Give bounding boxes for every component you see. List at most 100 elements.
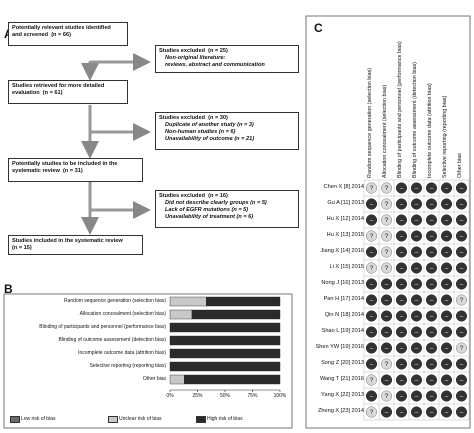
judgement-unclear xyxy=(380,230,393,242)
judgement-high xyxy=(425,374,438,386)
judgement-high xyxy=(395,358,408,370)
judgement-high xyxy=(440,262,453,274)
judgement-high xyxy=(455,326,468,338)
judgement-high xyxy=(440,310,453,322)
excluded2-reason-2: Non-human studies (n = 6) xyxy=(165,129,236,135)
judgement-high-mark: – xyxy=(445,234,449,240)
bar-category-label: Blinding of outcome assessment (detectio… xyxy=(58,337,166,343)
judgement-high xyxy=(380,326,393,338)
judgement-unclear xyxy=(365,262,378,274)
judgement-high-mark: – xyxy=(430,330,434,336)
judgement-high-mark: – xyxy=(415,330,419,336)
judgement-high-mark: – xyxy=(385,282,389,288)
study-label: Chen X [8] 2014 xyxy=(323,184,364,190)
judgement-high xyxy=(380,406,393,418)
judgement-high xyxy=(410,342,423,354)
judgement-high-mark: – xyxy=(445,202,449,208)
judgement-high-mark: – xyxy=(385,314,389,320)
judgement-unclear-mark: ? xyxy=(460,345,464,352)
judgement-high-mark: – xyxy=(460,250,464,256)
study-label: Hu X [13] 2015 xyxy=(326,232,364,238)
judgement-high xyxy=(395,246,408,258)
domain-column-header: Blinding of participants and personnel (… xyxy=(397,41,403,178)
judgement-unclear xyxy=(365,406,378,418)
judgement-high xyxy=(425,214,438,226)
bar-segment-high-risk-of-bias xyxy=(169,348,281,359)
judgement-high xyxy=(395,406,408,418)
judgement-high xyxy=(440,374,453,386)
judgement-high-mark: – xyxy=(430,378,434,384)
judgement-high-mark: – xyxy=(415,314,419,320)
judgement-high xyxy=(365,342,378,354)
judgement-unclear xyxy=(380,358,393,370)
box-excluded-2: Studies excluded (n = 30) Duplicate of a… xyxy=(155,112,299,150)
judgement-high xyxy=(440,246,453,258)
bar-segment-high-risk-of-bias xyxy=(169,322,281,333)
judgement-high-mark: – xyxy=(370,394,374,400)
judgement-high-mark: – xyxy=(460,186,464,192)
judgement-high xyxy=(365,358,378,370)
retrieved-line2: evaluation (n = 61) xyxy=(12,90,63,96)
domain-column-header: Random sequence generation (selection bi… xyxy=(367,68,373,178)
study-label: Wang T [21] 2016 xyxy=(319,376,364,382)
judgement-high xyxy=(380,374,393,386)
excluded3-reason-2: Lack of EGFR mutations (n = 5) xyxy=(165,207,249,213)
judgement-high-mark: – xyxy=(460,410,464,416)
judgement-high xyxy=(410,310,423,322)
judgement-high xyxy=(455,358,468,370)
judgement-high-mark: – xyxy=(445,298,449,304)
judgement-high xyxy=(455,278,468,290)
judgement-unclear xyxy=(380,182,393,194)
judgement-high xyxy=(410,198,423,210)
judgement-high-mark: – xyxy=(415,378,419,384)
box-excluded-1: Studies excluded (n = 25) Non-original l… xyxy=(155,45,299,73)
judgement-high-mark: – xyxy=(445,378,449,384)
judgement-high xyxy=(365,326,378,338)
judgement-unclear xyxy=(380,262,393,274)
judgement-high-mark: – xyxy=(445,394,449,400)
judgement-unclear-mark: ? xyxy=(385,201,389,208)
judgement-unclear xyxy=(380,214,393,226)
study-label: Qin N [18] 2014 xyxy=(324,312,364,318)
judgement-high xyxy=(440,358,453,370)
judgement-high xyxy=(410,182,423,194)
bar-category-label: Random sequence generation (selection bi… xyxy=(63,298,166,304)
excluded2-reason-3: Unavailability of outcome (n = 21) xyxy=(165,136,255,142)
judgement-high-mark: – xyxy=(415,282,419,288)
judgement-high-mark: – xyxy=(385,410,389,416)
judgement-unclear-mark: ? xyxy=(370,265,374,272)
judgement-high-mark: – xyxy=(415,298,419,304)
judgement-high-mark: – xyxy=(370,298,374,304)
judgement-high-mark: – xyxy=(415,362,419,368)
judgement-high xyxy=(365,310,378,322)
judgement-unclear-mark: ? xyxy=(460,297,464,304)
judgement-unclear xyxy=(365,374,378,386)
judgement-unclear-mark: ? xyxy=(370,233,374,240)
judgement-high-mark: – xyxy=(400,250,404,256)
judgement-high xyxy=(455,230,468,242)
domain-column-header: Allocation concealment (selection bias) xyxy=(382,84,388,178)
judgement-high xyxy=(440,198,453,210)
bar-segment-high-risk-of-bias xyxy=(169,335,281,346)
judgement-high xyxy=(380,294,393,306)
judgement-unclear-mark: ? xyxy=(385,185,389,192)
study-label: Zheng X [23] 2014 xyxy=(317,408,364,414)
judgement-high-mark: – xyxy=(445,346,449,352)
retrieved-line1: Studies retrieved for more detailed xyxy=(12,83,105,89)
judgement-high-mark: – xyxy=(445,410,449,416)
judgement-high-mark: – xyxy=(430,266,434,272)
judgement-high xyxy=(425,246,438,258)
identified-line1: Potentially relevant studies identified xyxy=(12,25,111,31)
excluded3-reason-1: Did not describe clearly groups (n = 5) xyxy=(165,200,267,206)
judgement-high xyxy=(425,406,438,418)
domain-column-header: Blinding of outcome assessment (detectio… xyxy=(412,62,418,178)
judgement-unclear-mark: ? xyxy=(385,265,389,272)
judgement-high-mark: – xyxy=(445,282,449,288)
judgement-high-mark: – xyxy=(400,346,404,352)
bar-category-label: Incomplete outcome data (attrition bias) xyxy=(78,350,166,356)
box-potential: Potentially studies to be included in th… xyxy=(8,158,143,182)
judgement-high xyxy=(425,182,438,194)
judgement-high xyxy=(425,310,438,322)
judgement-high xyxy=(440,230,453,242)
judgement-high xyxy=(395,374,408,386)
